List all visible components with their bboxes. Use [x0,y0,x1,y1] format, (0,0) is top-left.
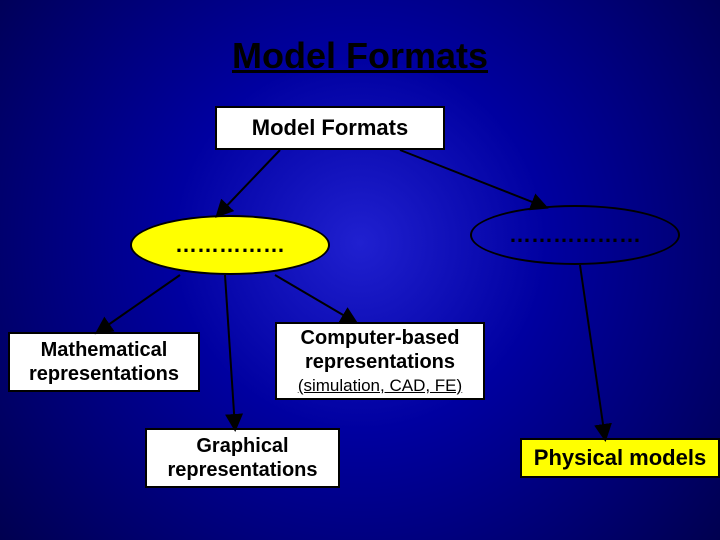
graph-box: Graphical representations [145,428,340,488]
math-box-line2: representations [29,362,179,386]
root-box-label: Model Formats [252,115,408,141]
math-box-line1: Mathematical [41,338,168,362]
ellipse-right: ……………… [470,205,680,265]
phys-box-line1: Physical models [534,445,706,471]
graph-box-line1: Graphical [196,434,288,458]
phys-box: Physical models [520,438,720,478]
ellipse-left: …………… [130,215,330,275]
comp-box-line2: representations [305,350,455,374]
math-box: Mathematical representations [8,332,200,392]
slide-title: Model Formats [232,35,488,77]
graph-box-line2: representations [167,458,317,482]
comp-box-line1: Computer-based [301,326,460,350]
comp-box-sub: (simulation, CAD, FE) [298,376,462,396]
comp-box: Computer-based representations (simulati… [275,322,485,400]
ellipse-left-label: …………… [175,232,285,258]
root-box: Model Formats [215,106,445,150]
ellipse-right-label: ……………… [509,222,641,248]
